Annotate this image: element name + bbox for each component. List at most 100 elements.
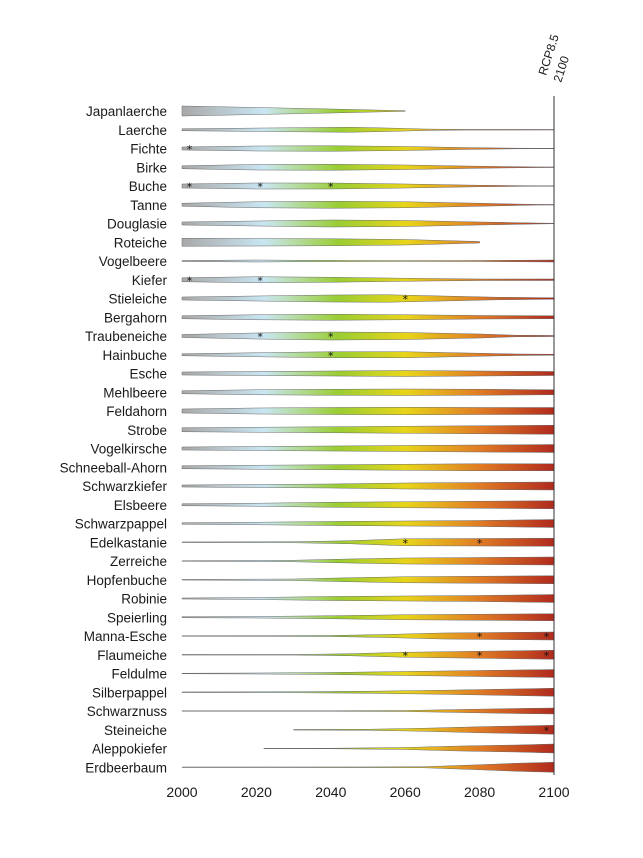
species-label: Roteiche — [114, 235, 167, 250]
species-label: Stieleiche — [108, 292, 167, 307]
species-row: Fichte * — [130, 142, 555, 157]
species-label: Manna-Esche — [84, 629, 167, 644]
x-tick-label: 2000 — [166, 784, 197, 800]
x-tick-label: 2080 — [464, 784, 495, 800]
species-label: Kiefer — [132, 273, 168, 288]
species-row: Hopfenbuche — [87, 573, 555, 588]
x-tick-label: 2060 — [390, 784, 421, 800]
species-label: Bergahorn — [104, 310, 167, 325]
violin-shape — [181, 145, 555, 152]
violin-shape — [181, 182, 555, 190]
species-row: Edelkastanie * * — [90, 535, 555, 550]
species-row: Esche — [129, 367, 555, 382]
species-row: Strobe — [127, 423, 555, 438]
significance-star: * — [257, 181, 263, 194]
violin-shape — [181, 500, 555, 510]
violin-shape — [293, 724, 555, 735]
species-label: Schwarzpappel — [75, 517, 167, 532]
violin-shape — [181, 687, 555, 697]
violin-shape — [181, 631, 555, 641]
species-row: Robinie — [121, 592, 555, 607]
species-row: Zerreiche — [110, 554, 555, 569]
significance-star: * — [328, 181, 334, 194]
species-row: Douglasie — [107, 217, 555, 232]
violin-shape — [181, 370, 555, 377]
species-label: Feldahorn — [106, 404, 167, 419]
species-row: Manna-Esche * * — [84, 629, 555, 644]
species-label: Strobe — [127, 423, 167, 438]
species-row: Buche * * * — [129, 179, 555, 194]
species-row: Schwarzkiefer — [82, 479, 555, 494]
species-row: Schwarzpappel — [75, 517, 555, 532]
species-label: Tanne — [130, 198, 167, 213]
species-label: Steineiche — [104, 723, 167, 738]
species-row: Hainbuche * — [102, 348, 555, 363]
species-label: Speierling — [107, 610, 167, 625]
species-row: Aleppokiefer — [92, 742, 555, 757]
species-label: Vogelkirsche — [90, 442, 167, 457]
species-label: Schwarznuss — [87, 704, 168, 719]
significance-star: * — [187, 181, 193, 194]
species-row: Vogelkirsche — [90, 442, 555, 457]
x-tick-label: 2040 — [315, 784, 346, 800]
species-label: Traubeneiche — [85, 329, 167, 344]
violin-shape — [181, 388, 555, 396]
significance-star: * — [477, 537, 483, 550]
violin-shape — [181, 351, 555, 358]
species-row: Silberpappel — [92, 685, 555, 700]
violin-shape — [181, 259, 555, 263]
violin-shape — [181, 200, 555, 209]
species-label: Mehlbeere — [103, 385, 167, 400]
significance-star: * — [328, 349, 334, 362]
species-row: Japanlaerche — [86, 104, 406, 119]
species-row: Laerche — [118, 123, 555, 138]
significance-star: * — [328, 331, 334, 344]
violin-shape — [181, 219, 555, 228]
significance-star: * — [544, 649, 550, 662]
violin-shape — [181, 313, 555, 321]
species-row: Erdbeerbaum — [85, 760, 555, 775]
species-label: Laerche — [118, 123, 167, 138]
significance-star: * — [544, 631, 550, 644]
significance-star: * — [187, 143, 193, 156]
species-label: Edelkastanie — [90, 535, 167, 550]
species-row: Vogelbeere — [99, 254, 555, 269]
violin-shape — [181, 294, 555, 303]
species-row: Bergahorn — [104, 310, 555, 325]
significance-star: * — [257, 331, 263, 344]
significance-star: * — [187, 274, 193, 287]
species-row: Traubeneiche * * — [85, 329, 555, 344]
violin-shape — [181, 556, 555, 566]
violin-shape — [181, 481, 555, 491]
species-label: Zerreiche — [110, 554, 167, 569]
significance-star: * — [544, 724, 550, 737]
violin-shape — [263, 743, 555, 754]
violin-shape — [181, 463, 555, 471]
species-label: Schwarzkiefer — [82, 479, 167, 494]
species-row: Tanne — [130, 198, 555, 213]
species-row: Birke — [136, 160, 555, 175]
species-label: Hopfenbuche — [87, 573, 167, 588]
violin-shape — [181, 163, 555, 171]
species-row: Feldahorn — [106, 404, 555, 419]
species-row: Speierling — [107, 610, 555, 625]
species-row: Mehlbeere — [103, 385, 555, 400]
species-row: Elsbeere — [114, 498, 555, 513]
x-tick-label: 2100 — [538, 784, 569, 800]
species-label: Japanlaerche — [86, 104, 167, 119]
species-row: Steineiche * — [104, 723, 555, 738]
species-label: Fichte — [130, 142, 167, 157]
species-label: Aleppokiefer — [92, 742, 168, 757]
species-row: Schneeball-Ahorn — [60, 460, 555, 475]
species-label: Birke — [136, 160, 167, 175]
significance-star: * — [477, 649, 483, 662]
violin-shape — [181, 669, 555, 678]
violin-shape — [181, 424, 555, 435]
species-label: Flaumeiche — [97, 648, 167, 663]
species-label: Erdbeerbaum — [85, 760, 167, 775]
violin-shape — [181, 519, 555, 528]
species-label: Buche — [129, 179, 167, 194]
violin-shape — [181, 649, 555, 660]
significance-star: * — [402, 649, 408, 662]
